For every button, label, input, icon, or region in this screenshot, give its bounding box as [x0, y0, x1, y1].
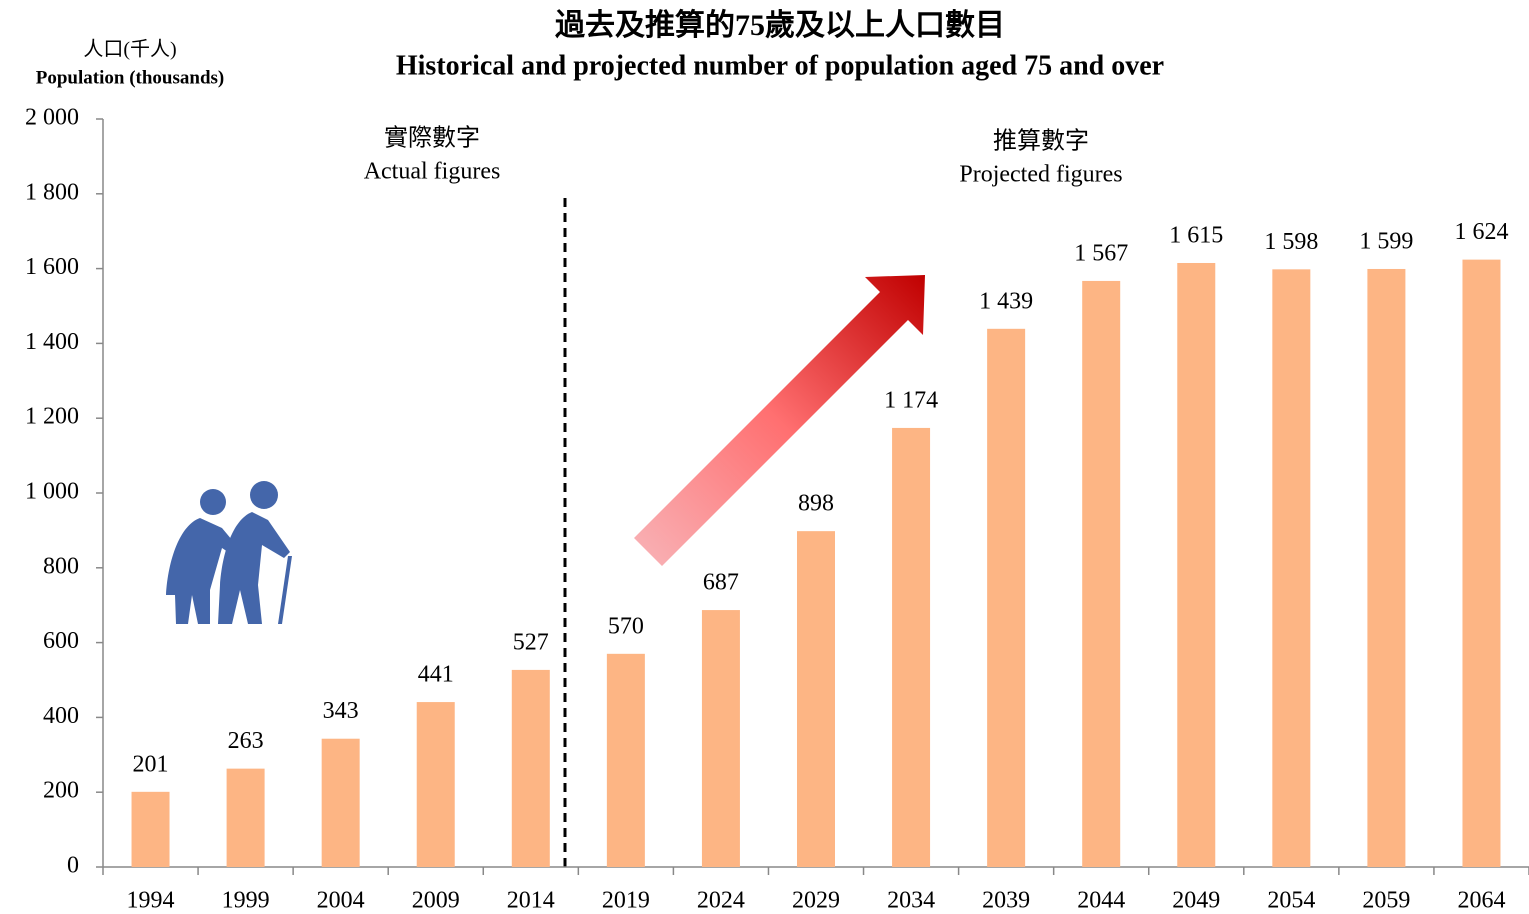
bar [322, 739, 360, 867]
x-tick-label: 2039 [982, 888, 1030, 914]
chart-subtitle: Historical and projected number of popul… [396, 50, 1164, 81]
annotation: 推算數字 [993, 128, 1089, 155]
x-tick-label: 2029 [792, 888, 840, 914]
x-tick-label: 1994 [127, 888, 175, 914]
x-tick-label: 2019 [602, 888, 650, 914]
bar [1272, 269, 1310, 867]
value-label: 1 598 [1264, 229, 1318, 255]
value-label: 1 439 [979, 288, 1033, 314]
x-tick-label: 2064 [1457, 888, 1505, 914]
y-tick-label: 0 [67, 853, 79, 879]
value-label: 1 567 [1074, 240, 1128, 266]
x-tick-label: 2049 [1172, 888, 1220, 914]
elderly-icon [166, 481, 292, 624]
bar [702, 610, 740, 867]
y-tick-label: 2 000 [25, 105, 79, 131]
bar [132, 792, 170, 867]
y-tick-label: 600 [43, 628, 79, 654]
y-tick-label: 1 600 [25, 254, 79, 280]
bar [892, 428, 930, 867]
annotation: 實際數字 [384, 125, 480, 152]
value-label: 441 [418, 662, 454, 688]
x-tick-label: 1999 [222, 888, 270, 914]
y-tick-label: 1 400 [25, 329, 79, 355]
value-label: 687 [703, 570, 739, 596]
bar [1462, 260, 1500, 867]
bar [1082, 281, 1120, 867]
bar [1177, 263, 1215, 867]
value-label: 1 599 [1359, 228, 1413, 254]
chart-title: 過去及推算的75歲及以上人口數目 [555, 8, 1005, 42]
bar [227, 769, 265, 867]
y-axis-title: 人口(千人) [83, 38, 176, 61]
y-tick-label: 1 000 [25, 479, 79, 505]
x-tick-label: 2004 [317, 888, 365, 914]
bar [417, 702, 455, 867]
annotation: Actual figures [364, 159, 501, 185]
x-tick-label: 2014 [507, 888, 555, 914]
bar [512, 670, 550, 867]
y-tick-label: 800 [43, 553, 79, 579]
bar [987, 329, 1025, 867]
value-label: 527 [513, 629, 549, 655]
value-label: 570 [608, 613, 644, 639]
page: 過去及推算的75歲及以上人口數目 Historical and projecte… [0, 0, 1529, 914]
x-tick-label: 2024 [697, 888, 745, 914]
bar [797, 531, 835, 867]
value-label: 1 624 [1454, 219, 1508, 245]
value-label: 263 [228, 728, 264, 754]
bar [607, 654, 645, 867]
y-axis-title-en: Population (thousands) [36, 67, 224, 88]
trend-arrow [634, 275, 925, 566]
chart: 過去及推算的75歲及以上人口數目 Historical and projecte… [0, 0, 1529, 914]
annotation: Projected figures [959, 162, 1122, 188]
value-label: 343 [323, 698, 359, 724]
x-tick-label: 2034 [887, 888, 935, 914]
bar [1367, 269, 1405, 867]
x-tick-label: 2009 [412, 888, 460, 914]
value-label: 201 [133, 751, 169, 777]
value-label: 898 [798, 491, 834, 517]
y-tick-label: 200 [43, 778, 79, 804]
y-tick-label: 1 800 [25, 179, 79, 205]
y-tick-label: 400 [43, 703, 79, 729]
x-tick-label: 2059 [1362, 888, 1410, 914]
y-tick-label: 1 200 [25, 404, 79, 430]
x-tick-label: 2044 [1077, 888, 1125, 914]
value-label: 1 174 [884, 387, 938, 413]
value-label: 1 615 [1169, 222, 1223, 248]
x-tick-label: 2054 [1267, 888, 1315, 914]
